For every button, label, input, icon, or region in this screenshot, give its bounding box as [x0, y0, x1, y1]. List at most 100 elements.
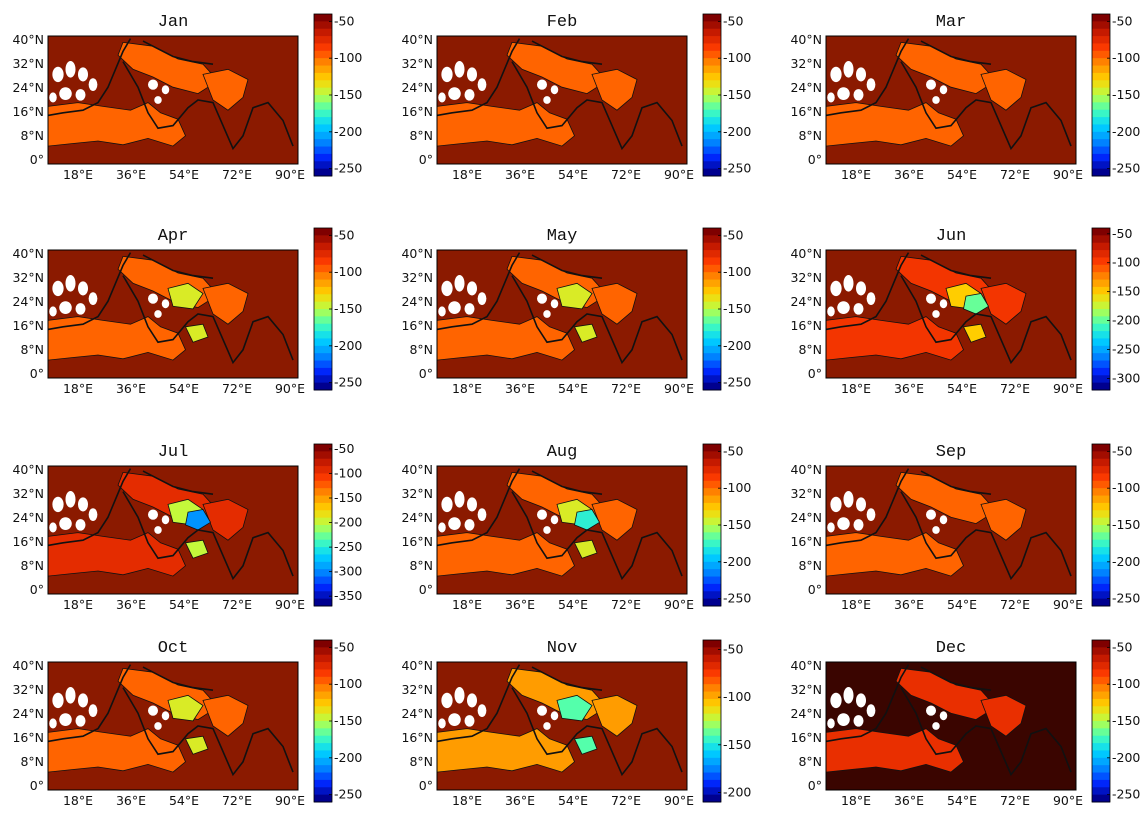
- colorbar-step: [1092, 109, 1110, 118]
- colorbar-step: [1092, 338, 1110, 347]
- colorbar-step: [1092, 72, 1110, 81]
- lon-label: 90°E: [275, 167, 305, 182]
- coastline: [122, 687, 294, 777]
- colorbar-label: -100: [1112, 255, 1140, 270]
- land-mask: [464, 89, 475, 101]
- colorbar-step: [1092, 473, 1110, 482]
- lat-label: 40°N: [12, 462, 44, 477]
- contour-patch: [47, 728, 186, 773]
- lat-label: 32°N: [790, 270, 822, 285]
- land-mask: [939, 515, 948, 525]
- colorbar-step: [1092, 50, 1110, 59]
- land-mask: [843, 686, 854, 704]
- colorbar-step: [1092, 36, 1110, 44]
- colorbar-step: [314, 72, 332, 81]
- colorbar-step: [703, 338, 721, 347]
- lat-label: 16°N: [401, 730, 433, 745]
- colorbar-step: [314, 691, 332, 700]
- land-mask: [926, 293, 936, 304]
- colorbar-step: [703, 331, 721, 339]
- lat-label: 32°N: [12, 56, 44, 71]
- contour-patch: [980, 694, 1027, 737]
- colorbar-step: [1092, 488, 1110, 497]
- colorbar-step: [1092, 294, 1110, 303]
- lon-label: 36°E: [505, 381, 535, 396]
- lat-label: 0°: [419, 366, 433, 381]
- colorbar-step: [1092, 495, 1110, 504]
- colorbar-step: [314, 750, 332, 759]
- colorbar-step: [314, 669, 332, 678]
- colorbar-label: -300: [1112, 370, 1140, 385]
- colorbar-label: -300: [334, 564, 362, 579]
- colorbar-step: [314, 502, 332, 511]
- colorbar-step: [703, 250, 721, 258]
- land-mask: [843, 274, 854, 292]
- lon-label: 36°E: [894, 793, 924, 808]
- coastline: [825, 468, 910, 547]
- lon-label: 36°E: [116, 167, 146, 182]
- colorbar-label: -100: [1112, 50, 1140, 65]
- map-frame: [825, 35, 1077, 165]
- colorbar-step: [1092, 168, 1110, 177]
- lon-label: 90°E: [1053, 167, 1083, 182]
- colorbar-step: [314, 787, 332, 796]
- land-mask: [830, 66, 842, 83]
- panel-title: Aug: [547, 443, 578, 462]
- contour-patch: [202, 694, 249, 737]
- colorbar-step: [1092, 331, 1110, 339]
- colorbar-step: [314, 765, 332, 774]
- coastline: [122, 491, 294, 581]
- land-mask: [853, 303, 864, 315]
- lon-label: 90°E: [1053, 597, 1083, 612]
- colorbar-step: [703, 794, 721, 803]
- colorbar-label: -250: [1112, 591, 1140, 606]
- colorbar-step: [1092, 228, 1110, 236]
- colorbar-step: [314, 228, 332, 236]
- lat-label: 8°N: [20, 754, 44, 769]
- colorbar-step: [703, 80, 721, 89]
- colorbar-step: [1092, 794, 1110, 803]
- land-mask: [537, 79, 547, 90]
- land-mask: [438, 92, 446, 103]
- colorbar-step: [314, 235, 332, 244]
- colorbar-label: -150: [334, 87, 362, 102]
- colorbar-step: [314, 21, 332, 30]
- colorbar-step: [314, 713, 332, 722]
- colorbar-step: [703, 525, 721, 533]
- colorbar-label: -100: [723, 264, 751, 279]
- colorbar-step: [1092, 367, 1110, 376]
- lat-label: 32°N: [401, 270, 433, 285]
- colorbar-step: [314, 124, 332, 133]
- colorbar-label: -150: [723, 517, 751, 532]
- lat-label: 16°N: [790, 318, 822, 333]
- lon-label: 18°E: [841, 381, 871, 396]
- colorbar-step: [703, 466, 721, 474]
- land-mask: [843, 60, 854, 78]
- colorbar-step: [314, 117, 332, 125]
- colorbar-step: [1092, 153, 1110, 162]
- land-mask: [75, 715, 86, 727]
- colorbar-label: -50: [334, 441, 354, 456]
- colorbar-step: [1092, 662, 1110, 670]
- colorbar-step: [703, 228, 721, 236]
- colorbar-step: [1092, 58, 1110, 67]
- colorbar-step: [314, 80, 332, 89]
- colorbar-step: [703, 698, 721, 707]
- colorbar-label: -250: [334, 161, 362, 176]
- colorbar-step: [314, 279, 332, 288]
- colorbar-label: -100: [1112, 480, 1140, 495]
- colorbar-step: [314, 161, 332, 170]
- lon-label: 90°E: [275, 381, 305, 396]
- colorbar-step: [1092, 14, 1110, 22]
- contour-patch: [591, 282, 638, 325]
- coastline: [47, 252, 132, 331]
- lat-label: 16°N: [12, 318, 44, 333]
- colorbar-label: -50: [723, 642, 743, 657]
- coastline: [920, 666, 992, 691]
- colorbar-label: -250: [723, 375, 751, 390]
- colorbar-step: [703, 58, 721, 67]
- lat-label: 24°N: [790, 706, 822, 721]
- land-mask: [827, 92, 835, 103]
- contour-patch: [436, 532, 575, 577]
- colorbar-step: [1092, 375, 1110, 384]
